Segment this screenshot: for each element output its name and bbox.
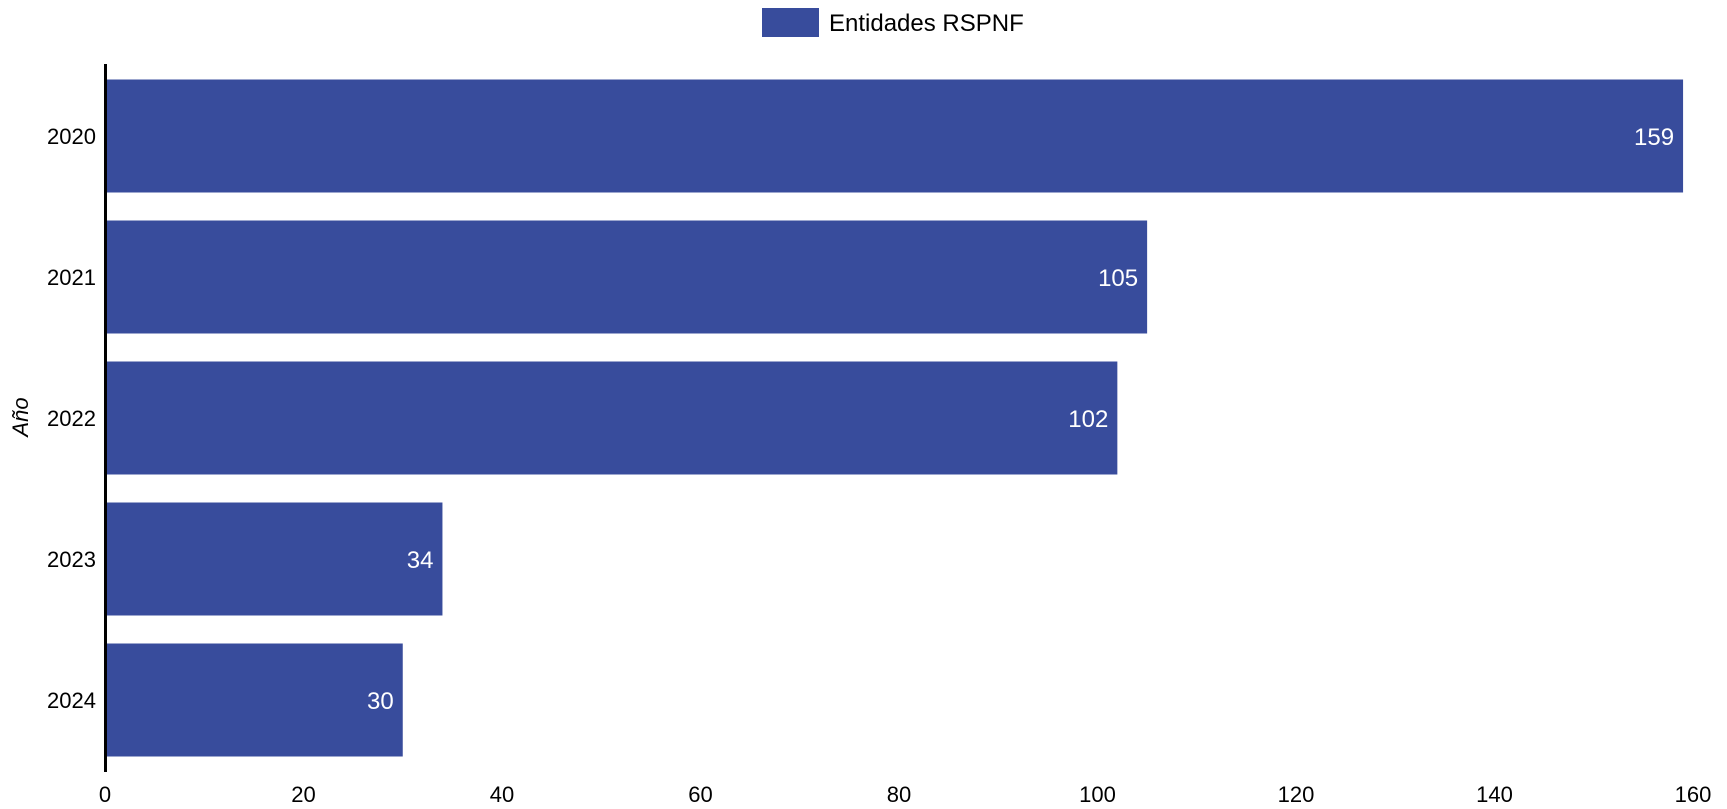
legend-swatch: [762, 8, 819, 37]
value-label-2021: 105: [1098, 265, 1138, 292]
legend-label: Entidades RSPNF: [829, 10, 1024, 37]
x-tick-labels-group: 0 20 40 60 80 100 120 140 160: [99, 782, 1711, 807]
x-tick-label-20: 20: [291, 782, 315, 807]
x-tick-label-40: 40: [490, 782, 514, 807]
y-tick-label-2024: 2024: [47, 688, 96, 713]
x-tick-label-100: 100: [1079, 782, 1116, 807]
bars-group: [105, 79, 1684, 757]
x-tick-label-160: 160: [1675, 782, 1712, 807]
y-axis-title: Año: [8, 397, 33, 438]
x-tick-label-0: 0: [99, 782, 111, 807]
bar-2021: [105, 220, 1148, 334]
value-label-2020: 159: [1634, 124, 1674, 151]
y-tick-label-2022: 2022: [47, 406, 96, 431]
bar-2020: [105, 79, 1684, 193]
bar-2023: [105, 502, 443, 616]
value-label-2022: 102: [1068, 406, 1108, 433]
x-tick-label-140: 140: [1476, 782, 1513, 807]
x-tick-label-60: 60: [688, 782, 712, 807]
legend: Entidades RSPNF: [762, 8, 1024, 37]
y-tick-label-2021: 2021: [47, 265, 96, 290]
value-label-2023: 34: [407, 547, 434, 574]
value-labels-group: 159 105 102 34 30: [367, 124, 1674, 715]
bar-2022: [105, 361, 1118, 475]
bar-2024: [105, 643, 403, 757]
x-tick-label-120: 120: [1278, 782, 1315, 807]
y-tick-labels-group: 2020 2021 2022 2023 2024: [47, 124, 96, 713]
y-tick-label-2020: 2020: [47, 124, 96, 149]
x-tick-label-80: 80: [887, 782, 911, 807]
y-tick-label-2023: 2023: [47, 547, 96, 572]
value-label-2024: 30: [367, 688, 394, 715]
